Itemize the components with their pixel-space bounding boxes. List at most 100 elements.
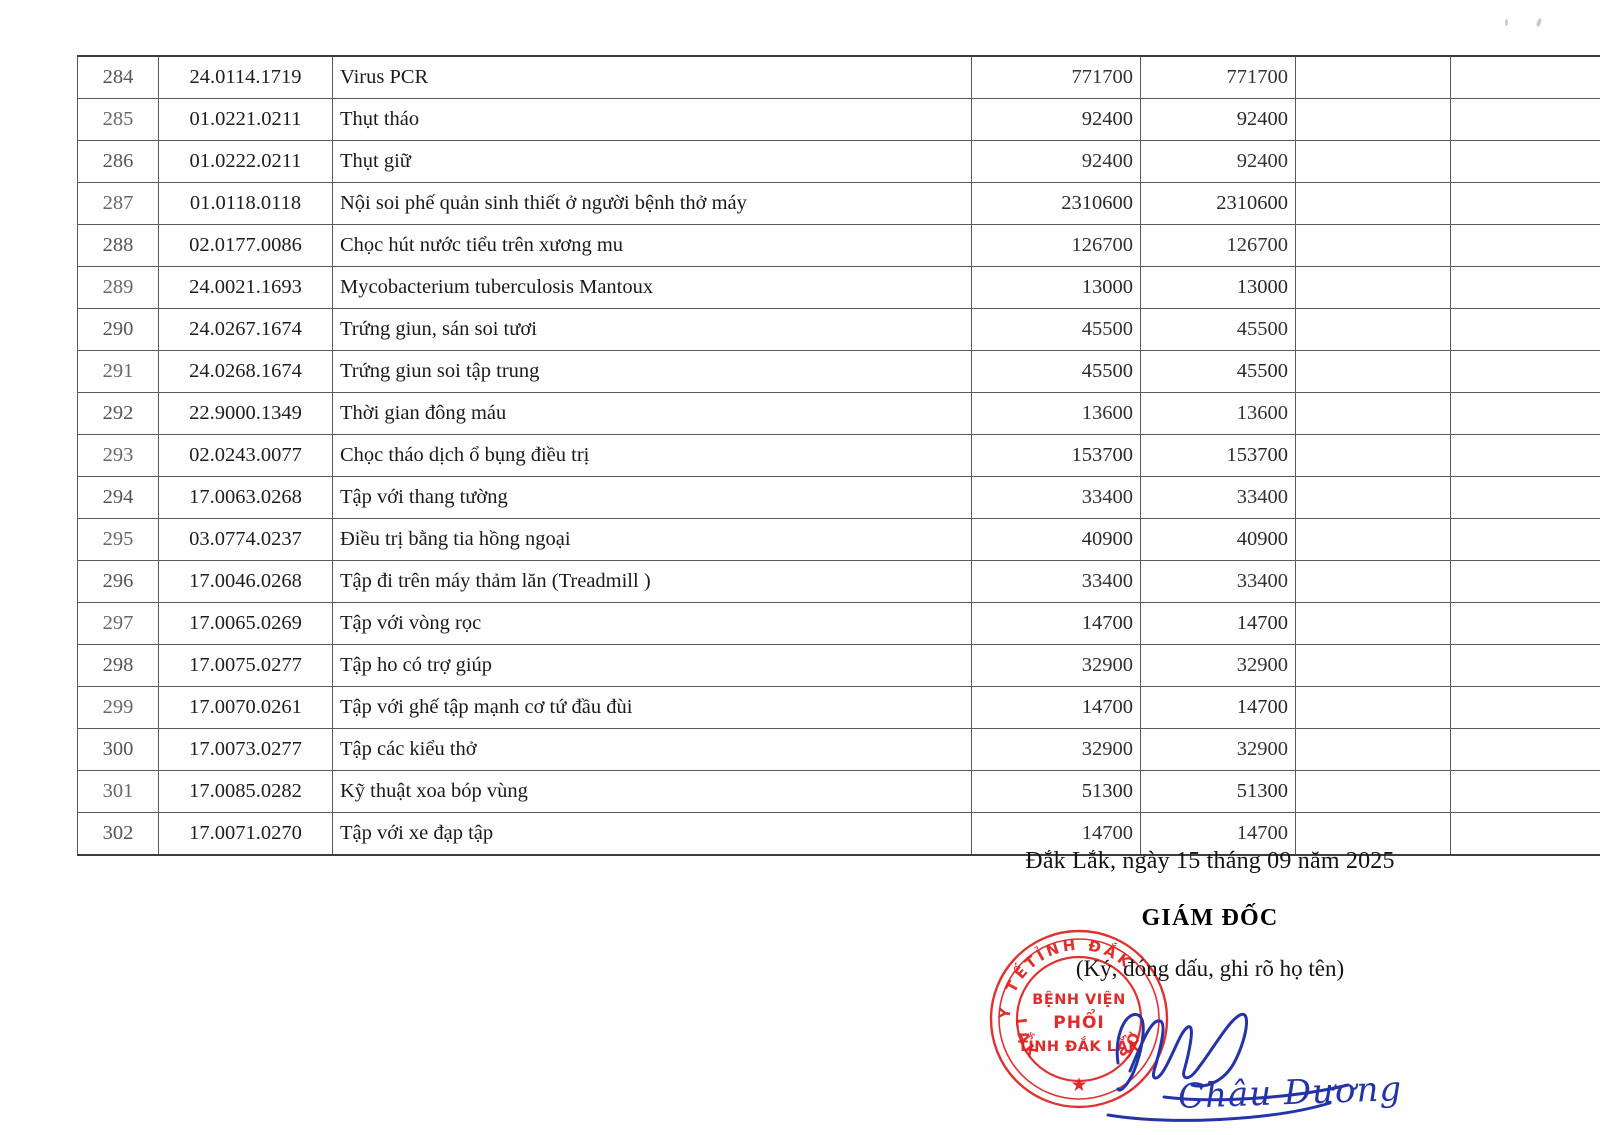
svg-text:SỞ: SỞ <box>1116 1025 1146 1063</box>
cell-code: 17.0046.0268 <box>159 561 333 603</box>
cell-value-1: 14700 <box>972 687 1141 729</box>
cell-value-1: 45500 <box>972 351 1141 393</box>
cell-blank-2 <box>1451 56 1600 99</box>
cell-name: Tập với thang tường <box>333 477 972 519</box>
svg-text:PHỔI: PHỔI <box>1053 1008 1104 1033</box>
cell-blank-2 <box>1451 645 1600 687</box>
cell-name: Trứng giun, sán soi tươi <box>333 309 972 351</box>
cell-name: Tập với ghế tập mạnh cơ tứ đầu đùi <box>333 687 972 729</box>
cell-blank-2 <box>1451 351 1600 393</box>
cell-value-2: 40900 <box>1141 519 1296 561</box>
cell-code: 22.9000.1349 <box>159 393 333 435</box>
cell-blank-1 <box>1296 309 1451 351</box>
date-line: Đắk Lắk, ngày 15 tháng 09 năm 2025 <box>930 848 1490 875</box>
cell-value-2: 13000 <box>1141 267 1296 309</box>
cell-code: 24.0267.1674 <box>159 309 333 351</box>
cell-code: 01.0222.0211 <box>159 141 333 183</box>
cell-name: Chọc hút nước tiểu trên xương mu <box>333 225 972 267</box>
cell-blank-2 <box>1451 225 1600 267</box>
cell-stt: 287 <box>78 183 159 225</box>
cell-blank-1 <box>1296 56 1451 99</box>
cell-blank-1 <box>1296 771 1451 813</box>
cell-blank-2 <box>1451 519 1600 561</box>
cell-name: Điều trị bằng tia hồng ngoại <box>333 519 972 561</box>
cell-code: 17.0070.0261 <box>159 687 333 729</box>
cell-blank-2 <box>1451 687 1600 729</box>
cell-value-2: 153700 <box>1141 435 1296 477</box>
cell-blank-1 <box>1296 351 1451 393</box>
cell-stt: 294 <box>78 477 159 519</box>
signature-block: Đắk Lắk, ngày 15 tháng 09 năm 2025 GIÁM … <box>930 848 1490 982</box>
cell-value-1: 13600 <box>972 393 1141 435</box>
cell-stt: 290 <box>78 309 159 351</box>
cell-name: Thời gian đông máu <box>333 393 972 435</box>
cell-value-2: 92400 <box>1141 99 1296 141</box>
cell-blank-2 <box>1451 141 1600 183</box>
cell-value-2: 32900 <box>1141 645 1296 687</box>
cell-blank-2 <box>1451 435 1600 477</box>
cell-code: 03.0774.0237 <box>159 519 333 561</box>
cell-blank-2 <box>1451 183 1600 225</box>
signer-name: Châu Dương <box>1177 1069 1402 1117</box>
cell-name: Tập ho có trợ giúp <box>333 645 972 687</box>
cell-code: 02.0177.0086 <box>159 225 333 267</box>
cell-value-1: 2310600 <box>972 183 1141 225</box>
cell-stt: 299 <box>78 687 159 729</box>
cell-code: 17.0065.0269 <box>159 603 333 645</box>
cell-name: Tập với vòng rọc <box>333 603 972 645</box>
cell-value-2: 33400 <box>1141 561 1296 603</box>
cell-value-2: 14700 <box>1141 603 1296 645</box>
cell-name: Tập đi trên máy thảm lăn (Treadmill ) <box>333 561 972 603</box>
cell-value-1: 14700 <box>972 603 1141 645</box>
cell-value-1: 32900 <box>972 645 1141 687</box>
cell-stt: 286 <box>78 141 159 183</box>
cell-stt: 302 <box>78 813 159 856</box>
cell-code: 17.0075.0277 <box>159 645 333 687</box>
cell-value-2: 92400 <box>1141 141 1296 183</box>
cell-code: 17.0063.0268 <box>159 477 333 519</box>
cell-blank-2 <box>1451 771 1600 813</box>
cell-value-2: 126700 <box>1141 225 1296 267</box>
svg-text:LẮK: LẮK <box>1012 1017 1045 1065</box>
cell-name: Tập các kiểu thở <box>333 729 972 771</box>
cell-name: Thụt tháo <box>333 99 972 141</box>
cell-blank-1 <box>1296 267 1451 309</box>
cell-blank-2 <box>1451 477 1600 519</box>
cell-value-1: 33400 <box>972 477 1141 519</box>
cell-code: 01.0118.0118 <box>159 183 333 225</box>
signer-title: GIÁM ĐỐC <box>930 905 1490 932</box>
cell-blank-1 <box>1296 141 1451 183</box>
cell-value-1: 32900 <box>972 729 1141 771</box>
cell-value-2: 33400 <box>1141 477 1296 519</box>
cell-blank-1 <box>1296 603 1451 645</box>
cell-stt: 295 <box>78 519 159 561</box>
cell-stt: 292 <box>78 393 159 435</box>
cell-value-1: 771700 <box>972 56 1141 99</box>
cell-blank-2 <box>1451 393 1600 435</box>
cell-value-1: 92400 <box>972 99 1141 141</box>
cell-code: 24.0021.1693 <box>159 267 333 309</box>
cell-blank-2 <box>1451 267 1600 309</box>
cell-stt: 284 <box>78 56 159 99</box>
cell-value-2: 51300 <box>1141 771 1296 813</box>
cell-value-2: 45500 <box>1141 309 1296 351</box>
cell-blank-1 <box>1296 99 1451 141</box>
cell-blank-1 <box>1296 477 1451 519</box>
cell-stt: 289 <box>78 267 159 309</box>
cell-blank-2 <box>1451 309 1600 351</box>
cell-blank-1 <box>1296 435 1451 477</box>
cell-value-2: 14700 <box>1141 687 1296 729</box>
